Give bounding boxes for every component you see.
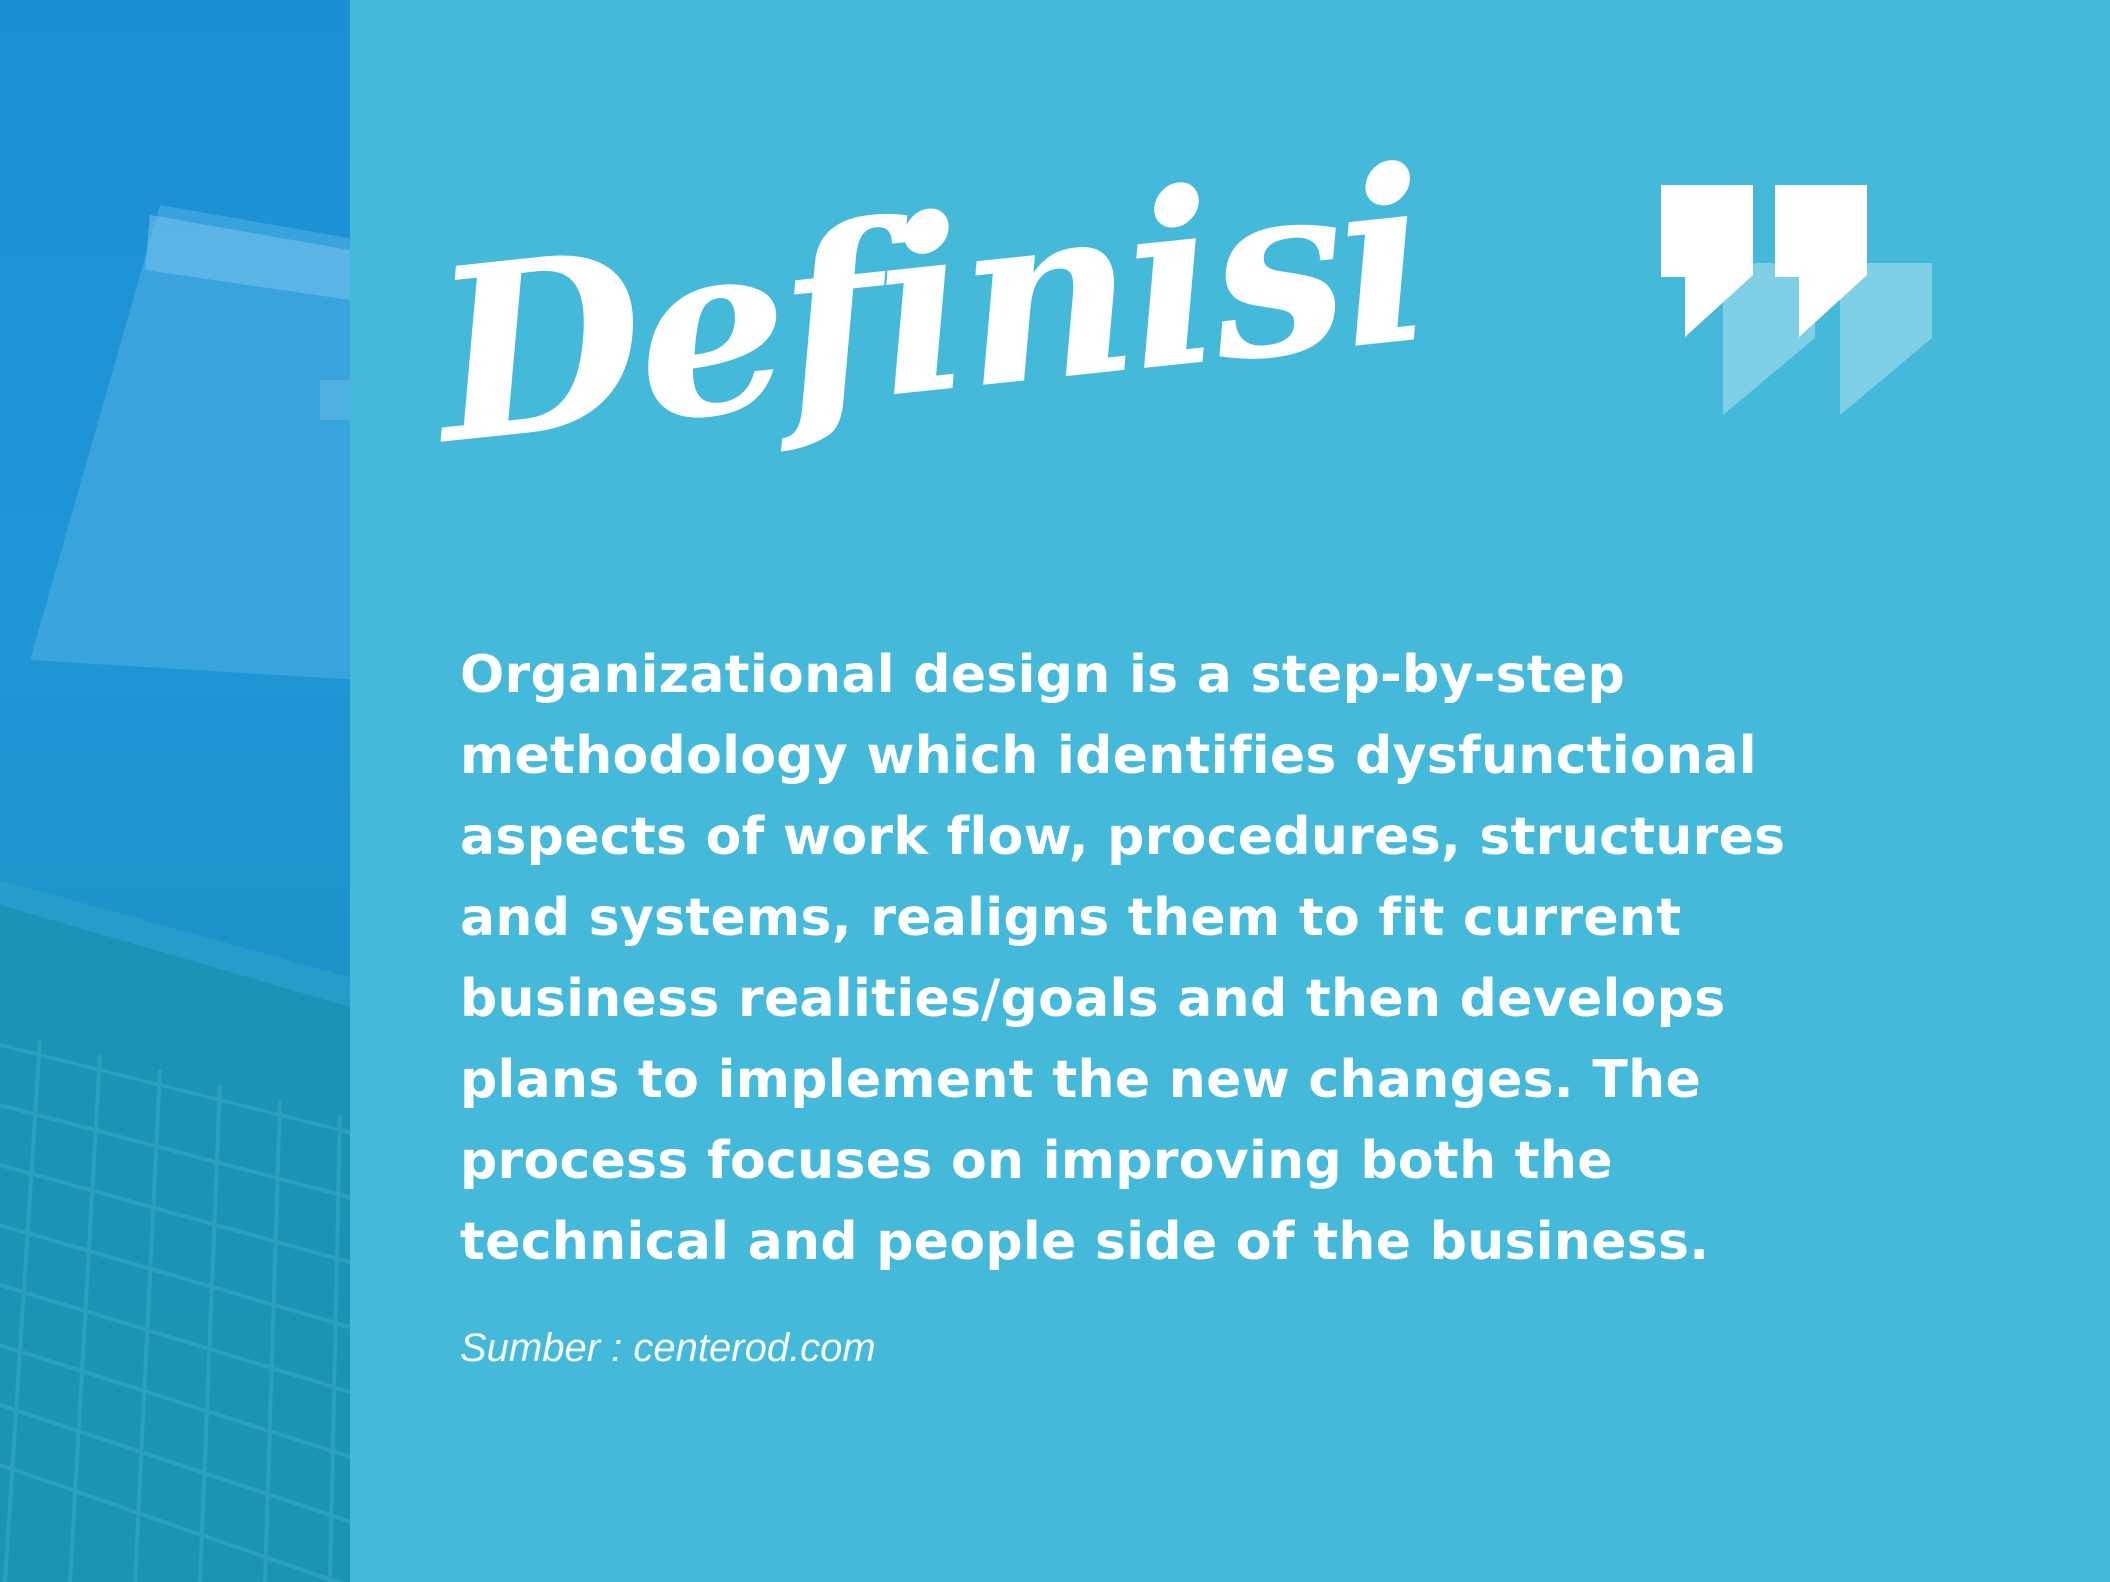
source-citation: Sumber : centerod.com <box>460 1326 876 1370</box>
definition-text: Organizational design is a step-by-step … <box>460 645 1786 1272</box>
quote-icon <box>1661 185 1932 415</box>
laptop-photo <box>0 0 350 1582</box>
